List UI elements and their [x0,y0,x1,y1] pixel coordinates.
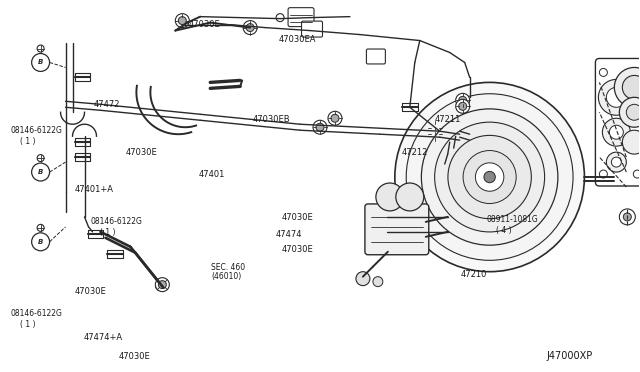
Circle shape [428,127,442,141]
Text: 47030EB: 47030EB [253,115,291,124]
Text: ( 1 ): ( 1 ) [20,321,35,330]
Circle shape [373,277,383,286]
Circle shape [431,130,439,138]
Circle shape [421,109,558,245]
Circle shape [246,23,254,32]
Circle shape [276,14,284,22]
Circle shape [395,82,584,272]
Circle shape [611,157,621,167]
Circle shape [376,183,404,211]
Circle shape [463,151,516,203]
Text: SEC. 460: SEC. 460 [211,263,246,272]
Circle shape [609,125,623,139]
Text: 47401: 47401 [198,170,225,179]
Circle shape [459,96,467,104]
Circle shape [158,280,166,289]
Circle shape [606,152,627,172]
Circle shape [484,171,495,183]
FancyBboxPatch shape [301,21,323,37]
Text: 47474+A: 47474+A [84,333,123,343]
Circle shape [600,68,607,76]
Text: 47211: 47211 [435,115,461,124]
Circle shape [634,170,640,178]
Circle shape [614,67,640,107]
Circle shape [627,104,640,120]
Text: ( 1 ): ( 1 ) [20,137,35,146]
Circle shape [406,94,573,260]
Text: B: B [38,60,44,65]
Text: 47030E: 47030E [189,20,221,29]
Text: 47212: 47212 [402,148,428,157]
Circle shape [313,120,327,134]
Circle shape [179,17,186,25]
Text: 08911-1081G: 08911-1081G [486,215,538,224]
Circle shape [356,272,370,286]
Circle shape [620,97,640,127]
Circle shape [459,102,467,110]
Text: 08146-6122G: 08146-6122G [90,217,142,226]
Circle shape [156,278,170,292]
FancyBboxPatch shape [365,204,429,255]
Circle shape [620,209,636,225]
Circle shape [37,224,44,231]
Circle shape [31,163,49,181]
Circle shape [634,68,640,76]
Circle shape [243,20,257,35]
Text: 08146-6122G: 08146-6122G [10,310,62,318]
Text: ( 1 ): ( 1 ) [100,228,115,237]
Circle shape [31,54,49,71]
Circle shape [606,87,627,107]
Text: 47030E: 47030E [282,213,314,222]
Text: B: B [38,239,44,245]
Text: 47472: 47472 [93,100,120,109]
FancyBboxPatch shape [595,58,640,186]
Text: 47030E: 47030E [125,148,157,157]
FancyBboxPatch shape [288,8,314,26]
Circle shape [456,99,470,113]
Text: 47030E: 47030E [282,244,314,253]
Text: (46010): (46010) [211,272,242,281]
Circle shape [476,163,504,191]
Circle shape [31,233,49,251]
FancyBboxPatch shape [612,169,627,185]
Text: 47474: 47474 [275,230,302,239]
Circle shape [600,170,607,178]
Circle shape [623,213,631,221]
Circle shape [396,183,424,211]
Circle shape [316,123,324,131]
Text: ( 4 ): ( 4 ) [495,226,511,235]
Circle shape [431,124,439,132]
Circle shape [37,45,44,52]
Circle shape [602,118,630,146]
Circle shape [622,130,640,154]
Text: 47210: 47210 [461,270,487,279]
Circle shape [37,155,44,161]
Text: 47030E: 47030E [119,352,150,361]
Circle shape [598,79,634,115]
Text: B: B [38,169,44,175]
Circle shape [175,14,189,28]
Text: 08146-6122G: 08146-6122G [10,126,62,135]
FancyBboxPatch shape [366,49,385,64]
Circle shape [622,76,640,99]
Circle shape [328,111,342,125]
Circle shape [428,121,442,135]
Text: 47030EA: 47030EA [278,35,316,44]
Text: 47030E: 47030E [74,287,106,296]
Text: J47000XP: J47000XP [547,352,593,362]
Circle shape [435,122,545,232]
Circle shape [456,93,470,107]
Circle shape [331,114,339,122]
Circle shape [448,135,531,219]
Text: 47401+A: 47401+A [74,185,113,194]
